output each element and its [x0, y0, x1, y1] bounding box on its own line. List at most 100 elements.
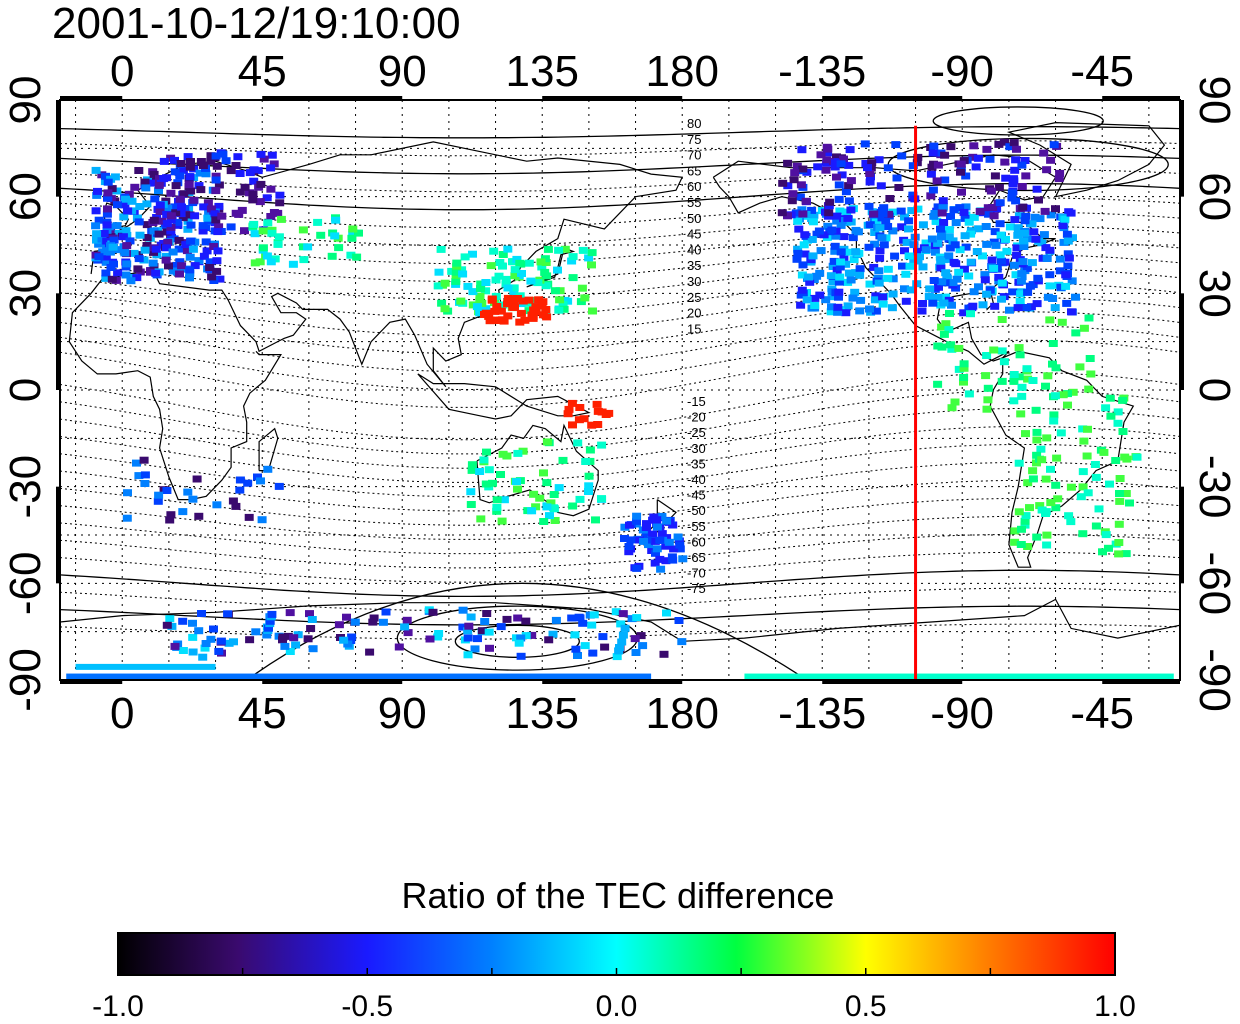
- tec-cell: [181, 241, 191, 249]
- tec-cell: [91, 207, 101, 215]
- colorbar-ticks: -1.0 -0.5 0.0 0.5 1.0: [92, 968, 1136, 1023]
- tec-cell: [568, 253, 578, 261]
- tec-cell: [1009, 139, 1019, 147]
- tec-cell: [798, 165, 808, 173]
- magnetic-contour: [60, 497, 1180, 540]
- tec-cell: [1041, 382, 1050, 390]
- tec-cell: [1067, 308, 1076, 316]
- tec-cell: [955, 246, 965, 254]
- tec-cell: [512, 255, 522, 263]
- longitude-tick-top: -90: [930, 47, 994, 96]
- tec-cell: [470, 645, 480, 653]
- tec-cell: [961, 243, 971, 251]
- longitude-tick-top: 180: [646, 47, 719, 96]
- tec-cell: [122, 260, 132, 268]
- tec-cell: [648, 530, 658, 538]
- tec-cell: [841, 260, 851, 268]
- tec-cell: [909, 241, 919, 249]
- tec-cell: [549, 504, 559, 512]
- tec-cell: [141, 184, 151, 192]
- tec-cell: [212, 257, 222, 265]
- tec-cell: [793, 249, 803, 257]
- tec-cell: [135, 203, 145, 210]
- tec-cell: [545, 512, 554, 520]
- tec-cell: [871, 218, 881, 226]
- tec-cell: [1051, 364, 1061, 372]
- tec-cell: [1064, 254, 1074, 262]
- tec-cell: [908, 191, 918, 199]
- tec-cell: [185, 253, 195, 261]
- tec-cell: [1007, 189, 1017, 197]
- tec-cell: [1009, 175, 1019, 183]
- tec-cell: [807, 206, 817, 214]
- tec-cell: [673, 533, 683, 541]
- tec-cell: [316, 231, 326, 239]
- tec-cell: [625, 521, 634, 529]
- tec-cell: [154, 181, 164, 189]
- tec-cell: [871, 307, 881, 315]
- tec-cell: [791, 209, 801, 217]
- tec-cell: [1032, 533, 1042, 541]
- tec-cell: [101, 258, 111, 266]
- tec-cell: [950, 241, 960, 249]
- tec-cell: [959, 157, 969, 165]
- tec-cell: [985, 286, 995, 294]
- tec-cell: [299, 256, 309, 264]
- tec-cell: [832, 153, 841, 161]
- tec-cell: [347, 633, 357, 641]
- tec-cell: [542, 438, 552, 446]
- tec-cell: [266, 164, 276, 172]
- tec-cell: [959, 208, 969, 216]
- tec-cell: [1118, 396, 1128, 404]
- tec-cell: [347, 234, 357, 242]
- tec-cell: [165, 516, 175, 524]
- tec-cell: [632, 517, 641, 525]
- tec-cell: [816, 247, 826, 255]
- contour-label-north: 50: [687, 211, 701, 226]
- tec-cell: [1043, 372, 1053, 380]
- tec-cell: [499, 317, 509, 325]
- tec-cell: [871, 292, 881, 300]
- tec-cell: [134, 218, 144, 226]
- tec-cell: [163, 238, 173, 246]
- tec-cell: [933, 203, 943, 211]
- frame-bar-right: [1179, 100, 1184, 197]
- tec-cell: [831, 232, 841, 240]
- tec-cell: [513, 449, 523, 457]
- tec-cell: [480, 311, 489, 318]
- tec-cell: [1008, 288, 1018, 296]
- tec-cell: [985, 155, 995, 163]
- tec-cell: [940, 151, 950, 159]
- tec-cell: [918, 263, 928, 271]
- tec-cell: [1078, 468, 1088, 476]
- tec-cell: [210, 210, 220, 218]
- tec-cell: [488, 479, 497, 487]
- tec-cell: [475, 309, 485, 317]
- tec-cell: [1036, 445, 1046, 453]
- tec-cell: [946, 213, 955, 220]
- tec-cell: [846, 206, 856, 214]
- tec-cell: [1091, 473, 1101, 481]
- tec-cell: [159, 157, 169, 165]
- tec-cell: [926, 192, 936, 200]
- tec-cell: [520, 316, 530, 324]
- tec-cell: [1014, 508, 1024, 516]
- magnetic-contour: [60, 408, 1180, 469]
- tec-cell: [216, 637, 226, 645]
- tec-cell: [1091, 522, 1101, 530]
- tec-cell: [516, 634, 526, 642]
- tec-cell: [510, 266, 520, 274]
- tec-cell: [884, 210, 894, 218]
- tec-cell: [878, 293, 888, 301]
- tec-cell: [1115, 490, 1124, 497]
- magnetic-contour: [60, 311, 1180, 372]
- tec-cell: [240, 227, 249, 235]
- indonesia-coast: [417, 373, 591, 420]
- tec-cell: [162, 487, 172, 494]
- tec-cell: [900, 247, 909, 255]
- tec-cell: [108, 243, 118, 251]
- tec-cell: [1005, 223, 1015, 231]
- tec-cell: [127, 197, 137, 205]
- tec-cell: [164, 262, 173, 270]
- tec-cell: [1011, 197, 1021, 205]
